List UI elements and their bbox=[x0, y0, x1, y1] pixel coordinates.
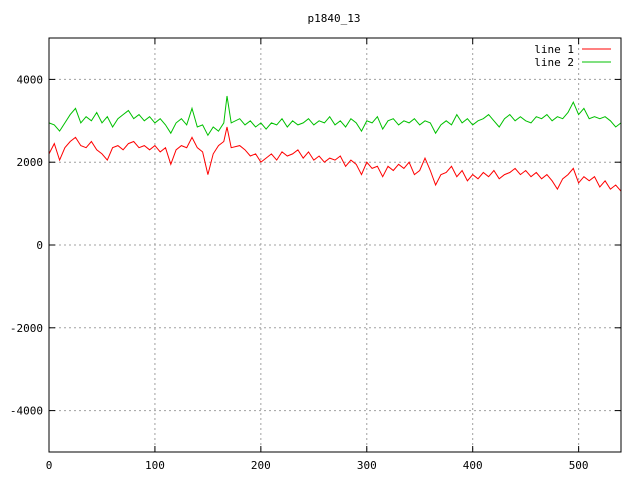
axis-ticks: 0 100 200 300 400 500 -4000 -2000 0 2000 4000 bbox=[10, 38, 621, 472]
grid bbox=[49, 38, 621, 452]
x-tick-label: 300 bbox=[357, 459, 377, 472]
series-line-1 bbox=[48, 126, 622, 192]
chart-title: p1840_13 bbox=[308, 12, 361, 25]
y-tick-label: -2000 bbox=[10, 322, 43, 335]
y-tick-label: 4000 bbox=[17, 73, 44, 86]
series-group bbox=[48, 95, 622, 192]
x-tick-label: 200 bbox=[251, 459, 271, 472]
y-tick-label: 2000 bbox=[17, 156, 44, 169]
x-tick-label: 500 bbox=[569, 459, 589, 472]
series-line-2 bbox=[48, 95, 622, 137]
x-tick-label: 0 bbox=[46, 459, 53, 472]
plot-frame bbox=[48, 37, 622, 453]
legend-label: line 2 bbox=[534, 56, 574, 69]
x-tick-label: 400 bbox=[463, 459, 483, 472]
y-tick-label: 0 bbox=[36, 239, 43, 252]
legend-label: line 1 bbox=[534, 43, 574, 56]
x-tick-label: 100 bbox=[145, 459, 165, 472]
y-tick-label: -4000 bbox=[10, 405, 43, 418]
